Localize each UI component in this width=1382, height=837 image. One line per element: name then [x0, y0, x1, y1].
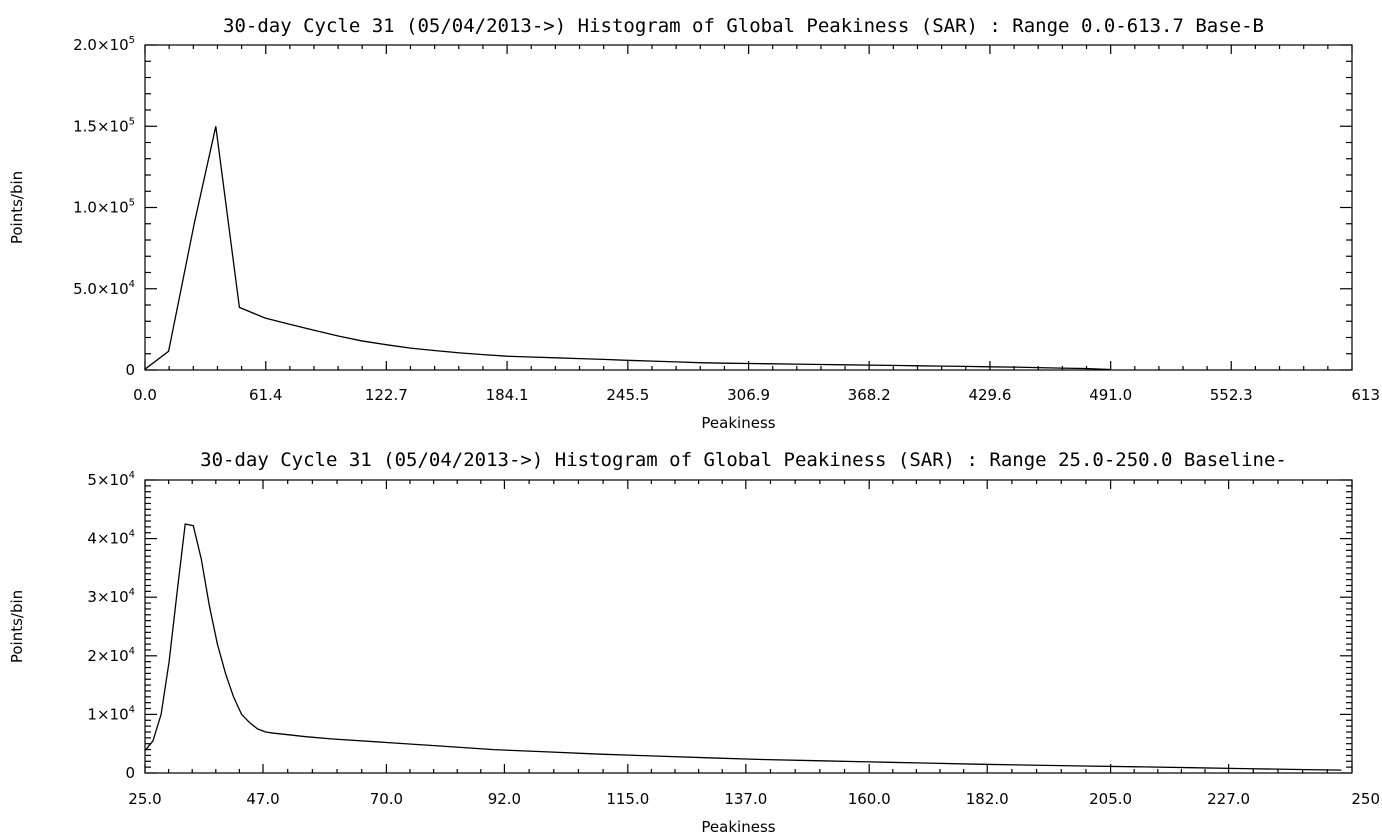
x-tick-label: 552.3	[1210, 386, 1253, 404]
x-tick-label: 182.0	[966, 790, 1009, 808]
y-tick-label: 1×104	[87, 704, 135, 723]
chart-title: 30-day Cycle 31 (05/04/2013->) Histogram…	[200, 449, 1287, 471]
series-line	[144, 126, 1111, 371]
y-axis-label: Points/bin	[8, 590, 26, 663]
x-tick-label: 0.0	[133, 386, 157, 404]
chart-title: 30-day Cycle 31 (05/04/2013->) Histogram…	[223, 15, 1264, 37]
x-tick-label: 613	[1351, 386, 1380, 404]
x-tick-label: 137.0	[724, 790, 767, 808]
chart-peakiness-25-250: 30-day Cycle 31 (05/04/2013->) Histogram…	[8, 449, 1380, 836]
x-axis-label: Peakiness	[701, 818, 775, 836]
x-tick-label: 184.1	[486, 386, 529, 404]
y-tick-label: 0	[125, 361, 135, 379]
chart-peakiness-full-range: 30-day Cycle 31 (05/04/2013->) Histogram…	[8, 15, 1380, 432]
plot-frame	[144, 44, 1353, 371]
x-tick-label: 205.0	[1089, 790, 1132, 808]
y-tick-label: 5.0×104	[73, 279, 135, 298]
series-line	[144, 523, 1342, 771]
y-tick-label: 0	[125, 764, 135, 782]
x-tick-label: 160.0	[848, 790, 891, 808]
x-tick-label: 245.5	[606, 386, 649, 404]
x-tick-label: 25.0	[128, 790, 161, 808]
x-tick-label: 122.7	[365, 386, 408, 404]
x-tick-label: 429.6	[968, 386, 1011, 404]
x-tick-label: 70.0	[370, 790, 403, 808]
y-tick-label: 3×104	[87, 587, 135, 606]
y-tick-label: 5×104	[87, 470, 135, 489]
x-tick-label: 250	[1351, 790, 1380, 808]
y-tick-label: 4×104	[87, 529, 135, 548]
x-axis-label: Peakiness	[701, 414, 775, 432]
x-tick-label: 47.0	[246, 790, 279, 808]
y-tick-label: 2.0×105	[73, 35, 135, 54]
y-tick-label: 1.5×105	[73, 116, 135, 135]
x-tick-label: 368.2	[848, 386, 891, 404]
x-tick-label: 115.0	[606, 790, 649, 808]
plot-frame	[144, 479, 1353, 774]
y-axis-label: Points/bin	[8, 171, 26, 244]
x-tick-label: 61.4	[249, 386, 282, 404]
y-tick-label: 1.0×105	[73, 198, 135, 217]
x-tick-label: 306.9	[727, 386, 770, 404]
x-tick-label: 491.0	[1089, 386, 1132, 404]
x-tick-label: 227.0	[1207, 790, 1250, 808]
y-tick-label: 2×104	[87, 646, 135, 665]
x-tick-label: 92.0	[488, 790, 521, 808]
